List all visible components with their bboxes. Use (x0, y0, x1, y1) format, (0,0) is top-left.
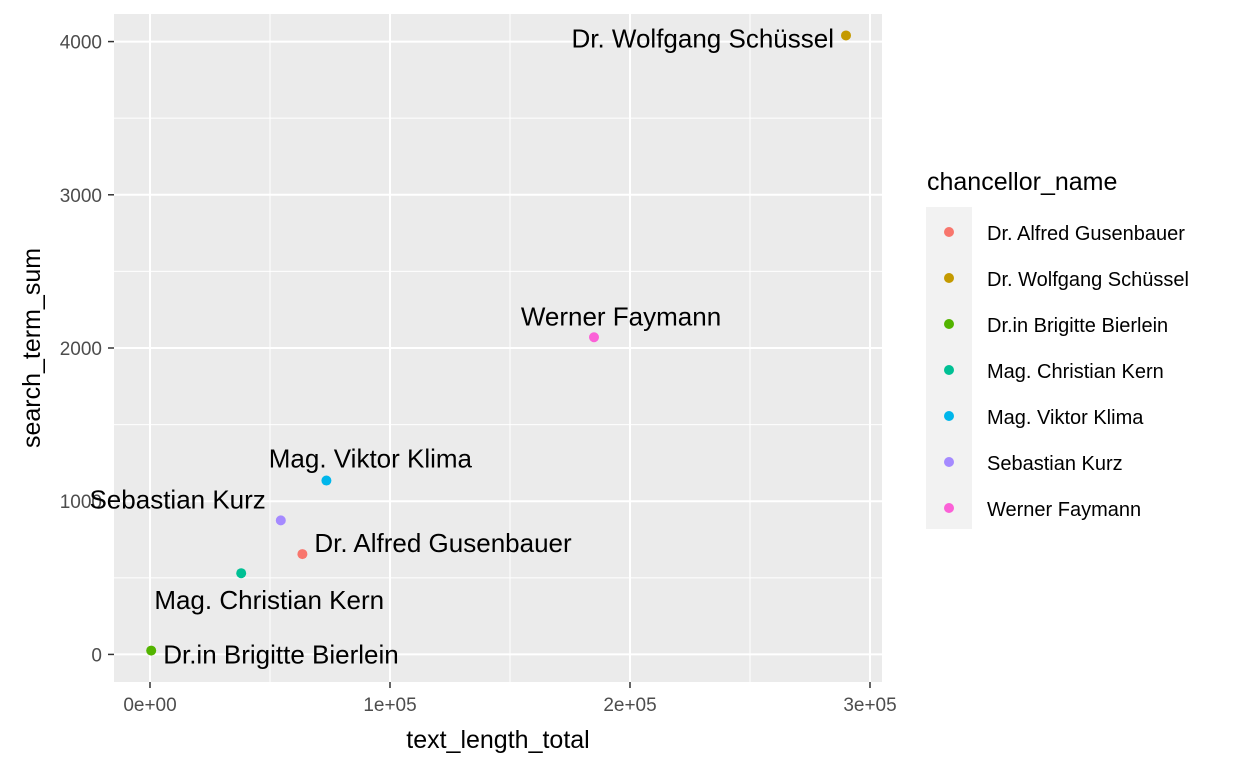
data-point (841, 30, 851, 41)
y-axis-ticks: 0 1000 2000 3000 4000 (60, 33, 114, 666)
y-tick-label: 0 (91, 645, 102, 666)
x-tick-label: 2e+05 (603, 695, 656, 716)
y-tick-label: 2000 (60, 339, 102, 360)
legend-label: Werner Faymann (987, 499, 1141, 521)
x-tick-label: 0e+00 (123, 695, 176, 716)
point-label: Sebastian Kurz (89, 484, 265, 514)
x-axis-title: text_length_total (406, 726, 589, 754)
data-point (321, 475, 332, 486)
y-tick-label: 3000 (60, 186, 102, 207)
point-label: Dr.in Brigitte Bierlein (163, 640, 399, 670)
legend-key (944, 227, 954, 237)
legend-key (944, 503, 954, 513)
legend-key (944, 457, 954, 467)
point-label: Werner Faymann (521, 301, 721, 331)
legend-label: Mag. Christian Kern (987, 361, 1164, 383)
legend-key (944, 273, 954, 283)
legend-title: chancellor_name (927, 168, 1117, 196)
point-labels: Dr. Alfred Gusenbauer Dr. Wolfgang Schüss… (89, 23, 834, 669)
data-point (275, 515, 286, 526)
x-tick-label: 3e+05 (843, 695, 896, 716)
y-tick-label: 1000 (60, 492, 102, 513)
y-tick-label: 4000 (60, 33, 102, 54)
legend-key (944, 411, 954, 421)
data-point (297, 549, 308, 560)
legend-label: Sebastian Kurz (987, 453, 1123, 475)
legend-label: Dr. Wolfgang Schüssel (987, 269, 1189, 291)
point-label: Dr. Alfred Gusenbauer (314, 528, 572, 558)
legend-label: Dr.in Brigitte Bierlein (987, 315, 1168, 337)
legend: chancellor_name Dr. Alfred GusenbauerDr.… (926, 168, 1189, 529)
y-axis-title: search_term_sum (18, 248, 46, 448)
legend-label: Dr. Alfred Gusenbauer (987, 223, 1185, 245)
data-point (589, 332, 599, 343)
point-label: Dr. Wolfgang Schüssel (571, 23, 834, 53)
x-axis-ticks: 0e+00 1e+05 2e+05 3e+05 (123, 682, 897, 716)
data-points (146, 30, 851, 656)
major-gridlines (114, 14, 882, 682)
legend-label: Mag. Viktor Klima (987, 407, 1144, 429)
legend-key (944, 365, 954, 375)
data-point (146, 645, 157, 656)
legend-items: Dr. Alfred Gusenbauer Dr. Wolfgang Schüss… (944, 223, 1189, 521)
data-point (236, 568, 247, 579)
legend-key (944, 319, 954, 329)
point-label: Mag. Viktor Klima (269, 444, 473, 474)
point-label: Mag. Christian Kern (154, 585, 384, 615)
x-tick-label: 1e+05 (363, 695, 416, 716)
